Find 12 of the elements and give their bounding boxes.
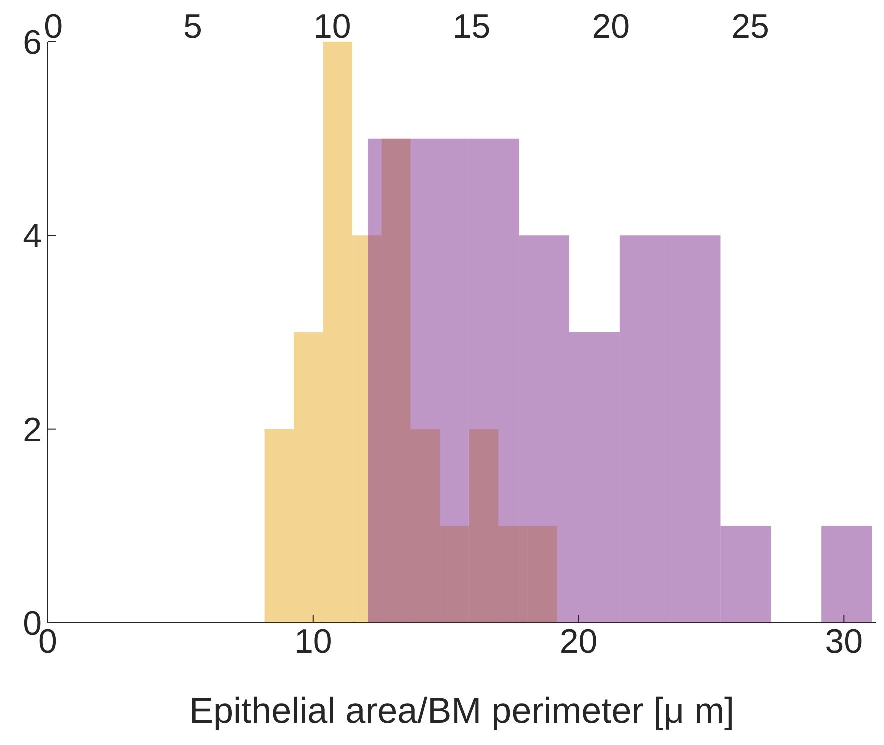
x2-tick-label: 5 [184, 8, 202, 46]
x-axis-title: Epithelial area/BM perimeter [μ m] [190, 690, 734, 731]
y-tick-label: 2 [23, 411, 42, 450]
x-tick-label: 30 [825, 623, 864, 662]
x-tick-label: 10 [294, 623, 332, 662]
x2-tick-label: 20 [592, 8, 630, 46]
x-tick-label: 20 [560, 623, 598, 662]
x2-tick-label: 15 [452, 8, 491, 46]
x2-tick-label: 10 [313, 8, 352, 46]
y-tick-label: 6 [23, 24, 42, 62]
x2-tick-label: 25 [732, 8, 770, 46]
y-tick-label: 4 [23, 218, 42, 256]
